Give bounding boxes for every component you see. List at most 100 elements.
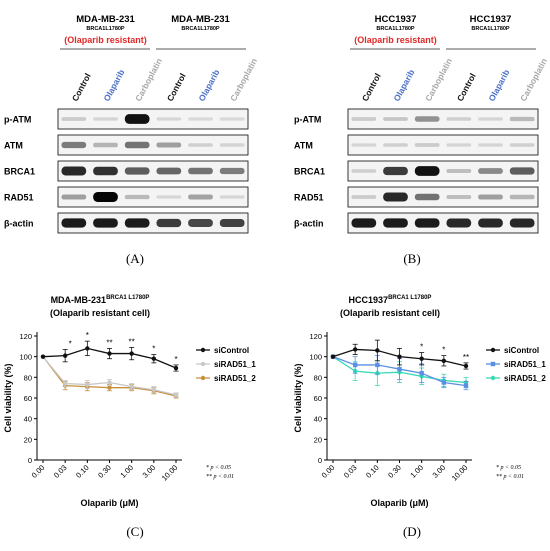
blot-band <box>61 218 87 228</box>
blot-band <box>478 143 503 147</box>
chart-subtitle: (Olaparib resistant cell) <box>340 308 440 318</box>
panel-label-a: (A) <box>126 251 144 266</box>
y-tick-label: 120 <box>309 332 322 341</box>
blot-band <box>478 218 503 228</box>
legend-marker <box>200 375 206 381</box>
protein-label: ATM <box>4 141 23 151</box>
group2-mutation: BRCA1L1780P <box>471 26 510 32</box>
group1-mutation: BRCA1L1780P <box>86 26 125 32</box>
blot-band <box>219 218 245 228</box>
significance-marker: * <box>152 345 155 354</box>
data-point <box>419 356 424 361</box>
blot-band <box>188 219 213 227</box>
y-tick-label: 100 <box>309 353 322 362</box>
chart-d: HCC1937BRCA1 L1780P (Olaparib resistant c… <box>293 295 546 508</box>
data-point <box>62 381 68 386</box>
chart-title: HCC1937BRCA1 L1780P <box>349 295 432 305</box>
blot-band <box>509 167 535 175</box>
blot-strip <box>347 186 539 208</box>
protein-label: p-ATM <box>294 115 321 125</box>
protein-label: RAD51 <box>294 193 324 203</box>
y-tick-label: 0 <box>28 456 32 465</box>
y-tick-label: 0 <box>318 456 322 465</box>
panel-label-b: (B) <box>403 251 420 266</box>
blot-band <box>124 167 150 175</box>
blot-band <box>156 195 182 199</box>
blot-band <box>351 117 377 121</box>
y-tick-label: 60 <box>314 394 322 403</box>
blot-band <box>93 192 118 202</box>
y-axis-label: Cell viability (%) <box>3 363 13 432</box>
blot-band <box>93 166 118 176</box>
y-tick-label: 120 <box>19 332 32 341</box>
y-tick-label: 100 <box>19 353 32 362</box>
data-point <box>85 382 90 387</box>
x-tick-label: 0.00 <box>30 463 47 480</box>
p-value-footnote: * p < 0.05 <box>206 465 231 471</box>
group1-resistant-note: (Olaparib resistant) <box>354 35 437 45</box>
data-point <box>151 356 157 361</box>
blot-band <box>383 192 408 202</box>
data-point <box>330 354 336 359</box>
blot-band <box>414 166 440 176</box>
group1-mutation: BRCA1L1780P <box>376 26 415 32</box>
protein-label: RAD51 <box>4 193 34 203</box>
blot-band <box>219 167 245 175</box>
blot-band <box>446 143 472 147</box>
blot-band <box>219 195 245 199</box>
legend-label: siRAD51_1 <box>214 360 256 369</box>
data-point <box>441 358 447 363</box>
viability-charts: MDA-MB-231BRCA1 L1780P (Olaparib resistan… <box>3 295 546 508</box>
blot-band <box>509 143 535 147</box>
protein-label: β-actin <box>4 219 34 229</box>
group2-cell-line: MDA-MB-231 <box>171 14 230 25</box>
protein-label: ATM <box>294 141 313 151</box>
blot-strip <box>57 212 249 234</box>
data-point <box>107 385 112 390</box>
blot-band <box>414 143 440 147</box>
blot-band <box>351 169 377 173</box>
lane-label: Control <box>455 72 478 103</box>
significance-marker: * <box>420 343 423 352</box>
legend-label: siRAD51_2 <box>504 374 546 383</box>
blot-band <box>383 218 408 228</box>
legend-label: siRAD51_2 <box>214 374 256 383</box>
blot-strip <box>347 212 539 234</box>
x-axis-label: Olaparib (μM) <box>80 498 138 508</box>
x-tick-label: 0.30 <box>96 463 113 480</box>
lane-label: Olaparib <box>486 68 511 103</box>
blot-strip <box>57 108 249 130</box>
blot-band <box>156 117 182 121</box>
blot-band <box>93 218 118 228</box>
blot-band <box>219 143 245 147</box>
protein-label: BRCA1 <box>4 167 35 177</box>
y-tick-label: 80 <box>24 373 32 382</box>
p-value-footnote: ** p < 0.01 <box>496 474 524 480</box>
data-point <box>397 366 402 372</box>
x-tick-label: 0.03 <box>342 463 359 480</box>
legend-marker <box>200 347 206 353</box>
x-tick-label: 0.03 <box>52 463 69 480</box>
x-tick-label: 3.00 <box>431 463 448 480</box>
blot-strip <box>57 134 249 156</box>
data-point <box>151 387 157 392</box>
blot-band <box>188 117 213 121</box>
significance-marker: ** <box>463 353 469 362</box>
blot-strip <box>57 186 249 208</box>
legend-marker <box>490 375 496 381</box>
data-point <box>441 380 447 385</box>
x-tick-label: 10.00 <box>160 463 180 483</box>
blot-band <box>61 117 87 121</box>
blot-strip <box>347 108 539 130</box>
blot-band <box>509 218 535 228</box>
lane-label: Olaparib <box>101 68 126 103</box>
data-point <box>375 348 380 353</box>
blot-band <box>124 141 150 149</box>
protein-label: p-ATM <box>4 115 31 125</box>
y-tick-label: 60 <box>24 394 32 403</box>
chart-c: MDA-MB-231BRCA1 L1780P (Olaparib resistan… <box>3 295 256 508</box>
blot-band <box>156 218 182 228</box>
blot-strip <box>347 160 539 182</box>
